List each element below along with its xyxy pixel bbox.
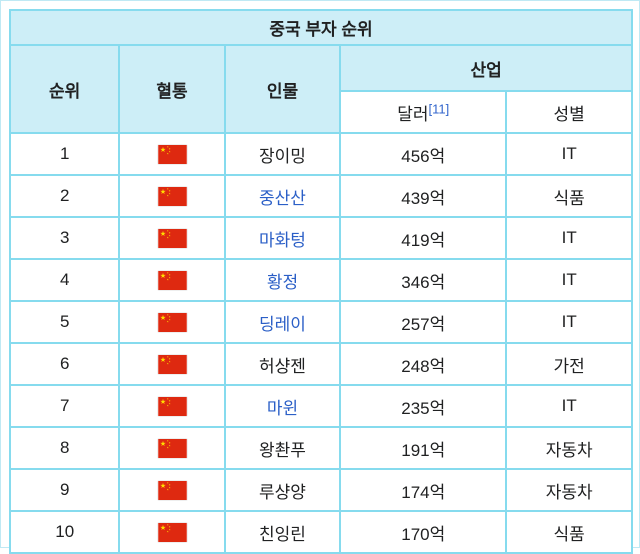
column-subheader-gender: 성별 bbox=[505, 90, 633, 134]
table-row: 10 친잉린 170억 식품 bbox=[8, 510, 633, 554]
flag-cell bbox=[118, 216, 226, 260]
person-cell: 친잉린 bbox=[223, 510, 342, 554]
industry-cell: 자동차 bbox=[505, 468, 633, 512]
person-name-link[interactable]: 마윈 bbox=[266, 398, 299, 418]
flag-cell bbox=[118, 342, 226, 386]
china-flag-icon bbox=[157, 271, 187, 290]
column-header-person: 인물 bbox=[223, 44, 342, 134]
rank-cell: 2 bbox=[8, 174, 121, 218]
person-cell: 루샹양 bbox=[223, 468, 342, 512]
person-cell: 장이밍 bbox=[223, 132, 342, 176]
flag-cell bbox=[118, 468, 226, 512]
dollar-cell: 170억 bbox=[339, 510, 508, 554]
china-flag-icon bbox=[157, 229, 187, 248]
industry-cell: IT bbox=[505, 258, 633, 302]
rank-cell: 3 bbox=[8, 216, 121, 260]
flag-cell bbox=[118, 132, 226, 176]
dollar-cell: 456억 bbox=[339, 132, 508, 176]
table-body: 1 장이밍 456억 IT 2 bbox=[8, 132, 633, 554]
person-name-link[interactable]: 중산산 bbox=[259, 188, 306, 208]
table-row: 1 장이밍 456억 IT bbox=[8, 132, 633, 176]
person-name: 루샹양 bbox=[259, 482, 306, 502]
person-cell: 중산산 bbox=[223, 174, 342, 218]
person-name: 장이밍 bbox=[259, 146, 306, 166]
dollar-cell: 191억 bbox=[339, 426, 508, 470]
china-flag-icon bbox=[157, 481, 187, 500]
china-flag-icon bbox=[157, 397, 187, 416]
china-flag-icon bbox=[157, 145, 187, 164]
dollar-cell: 257억 bbox=[339, 300, 508, 344]
table-title: 중국 부자 순위 bbox=[9, 9, 633, 46]
rich-list-table: 중국 부자 순위 순위 혈통 인물 산업 달러[11] 성별 1 bbox=[8, 9, 633, 554]
china-flag-icon bbox=[157, 355, 187, 374]
column-subheader-dollar: 달러[11] bbox=[339, 90, 508, 134]
table-row: 6 허샹젠 248억 가전 bbox=[8, 342, 633, 386]
industry-cell: IT bbox=[505, 216, 633, 260]
flag-cell bbox=[118, 300, 226, 344]
industry-cell: 식품 bbox=[505, 510, 633, 554]
table-row: 7 마윈 235억 IT bbox=[8, 384, 633, 428]
table-row: 4 황정 346억 IT bbox=[8, 258, 633, 302]
person-cell: 마화텅 bbox=[223, 216, 342, 260]
flag-cell bbox=[118, 426, 226, 470]
dollar-cell: 419억 bbox=[339, 216, 508, 260]
china-flag-icon bbox=[157, 187, 187, 206]
rank-cell: 4 bbox=[8, 258, 121, 302]
flag-cell bbox=[118, 258, 226, 302]
industry-cell: IT bbox=[505, 384, 633, 428]
rank-cell: 8 bbox=[8, 426, 121, 470]
citation-link[interactable]: [11] bbox=[428, 100, 450, 116]
person-name: 허샹젠 bbox=[259, 356, 306, 376]
flag-cell bbox=[118, 174, 226, 218]
rank-cell: 9 bbox=[8, 468, 121, 512]
person-cell: 허샹젠 bbox=[223, 342, 342, 386]
industry-cell: IT bbox=[505, 300, 633, 344]
dollar-cell: 248억 bbox=[339, 342, 508, 386]
person-name: 친잉린 bbox=[259, 524, 306, 544]
sub-header-row: 달러[11] 성별 bbox=[10, 90, 633, 134]
china-flag-icon bbox=[157, 523, 187, 542]
person-name: 왕촨푸 bbox=[259, 440, 306, 460]
dollar-label: 달러 bbox=[397, 104, 429, 124]
industry-cell: 자동차 bbox=[505, 426, 633, 470]
person-cell: 마윈 bbox=[223, 384, 342, 428]
table-row: 2 중산산 439억 식품 bbox=[8, 174, 633, 218]
dollar-cell: 235억 bbox=[339, 384, 508, 428]
industry-cell: 가전 bbox=[505, 342, 633, 386]
table-row: 9 루샹양 174억 자동차 bbox=[8, 468, 633, 512]
title-row: 중국 부자 순위 bbox=[9, 9, 633, 46]
rank-cell: 7 bbox=[8, 384, 121, 428]
dollar-cell: 174억 bbox=[339, 468, 508, 512]
table-row: 5 딩레이 257억 IT bbox=[8, 300, 633, 344]
industry-cell: 식품 bbox=[505, 174, 633, 218]
header-row: 순위 혈통 인물 산업 bbox=[8, 44, 633, 134]
column-header-lineage: 혈통 bbox=[118, 44, 226, 134]
table-row: 3 마화텅 419억 IT bbox=[8, 216, 633, 260]
column-header-rank: 순위 bbox=[8, 44, 121, 134]
person-cell: 딩레이 bbox=[223, 300, 342, 344]
person-name-link[interactable]: 딩레이 bbox=[259, 314, 306, 334]
column-header-industry: 산업 bbox=[339, 44, 633, 92]
person-cell: 황정 bbox=[223, 258, 342, 302]
rank-cell: 6 bbox=[8, 342, 121, 386]
person-name-link[interactable]: 황정 bbox=[266, 272, 299, 292]
industry-cell: IT bbox=[505, 132, 633, 176]
rank-cell: 5 bbox=[8, 300, 121, 344]
person-cell: 왕촨푸 bbox=[223, 426, 342, 470]
flag-cell bbox=[118, 384, 226, 428]
china-flag-icon bbox=[157, 439, 187, 458]
dollar-cell: 346억 bbox=[339, 258, 508, 302]
dollar-cell: 439억 bbox=[339, 174, 508, 218]
rank-cell: 10 bbox=[8, 510, 121, 554]
rank-cell: 1 bbox=[8, 132, 121, 176]
china-flag-icon bbox=[157, 313, 187, 332]
flag-cell bbox=[118, 510, 226, 554]
table-row: 8 왕촨푸 191억 자동차 bbox=[8, 426, 633, 470]
person-name-link[interactable]: 마화텅 bbox=[259, 230, 306, 250]
